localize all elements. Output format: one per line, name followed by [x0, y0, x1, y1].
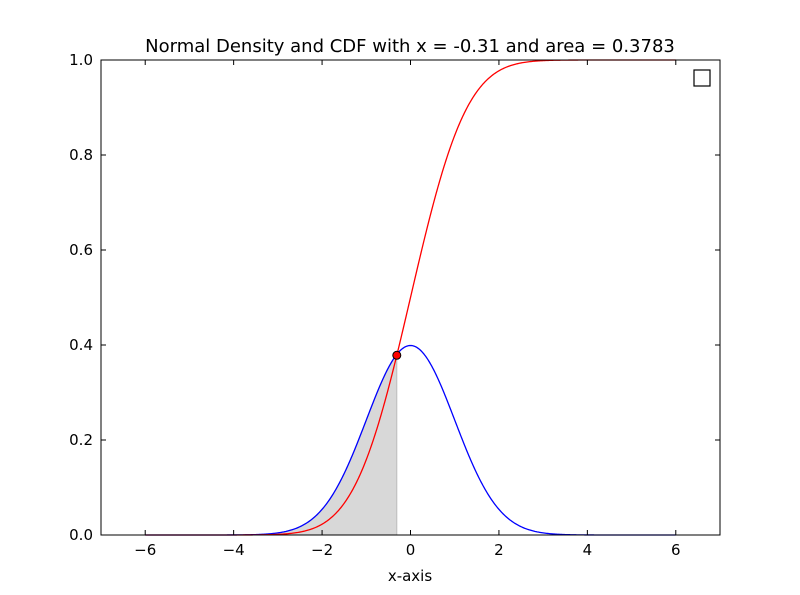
intersection-marker: [392, 350, 402, 360]
y-tick-label: 0.0: [69, 526, 93, 544]
y-tick-label: 0.8: [69, 146, 93, 164]
chart-title: Normal Density and CDF with x = -0.31 an…: [145, 36, 675, 57]
x-tick-label: −4: [223, 541, 245, 559]
x-tick-label: −2: [311, 541, 333, 559]
x-tick-label: 2: [494, 541, 504, 559]
y-tick-label: 0.4: [69, 336, 93, 354]
y-tick-label: 0.2: [69, 431, 93, 449]
cdf-line: [145, 59, 676, 536]
y-tick-label: 1.0: [69, 51, 93, 69]
y-tick-label: 0.6: [69, 241, 93, 259]
x-tick-label: 4: [583, 541, 593, 559]
x-tick-label: 6: [671, 541, 681, 559]
x-tick-label: 0: [406, 541, 416, 559]
x-axis-label: x-axis: [388, 567, 433, 585]
legend-box: [693, 69, 711, 87]
pdf-line: [145, 344, 676, 536]
shaded-area: [145, 352, 398, 536]
x-tick-label: −6: [134, 541, 156, 559]
plot-area: −6 −4 −2 0 2 4 6 0.0 0.2 0.4 0.6 0.8 1.0: [69, 51, 721, 559]
